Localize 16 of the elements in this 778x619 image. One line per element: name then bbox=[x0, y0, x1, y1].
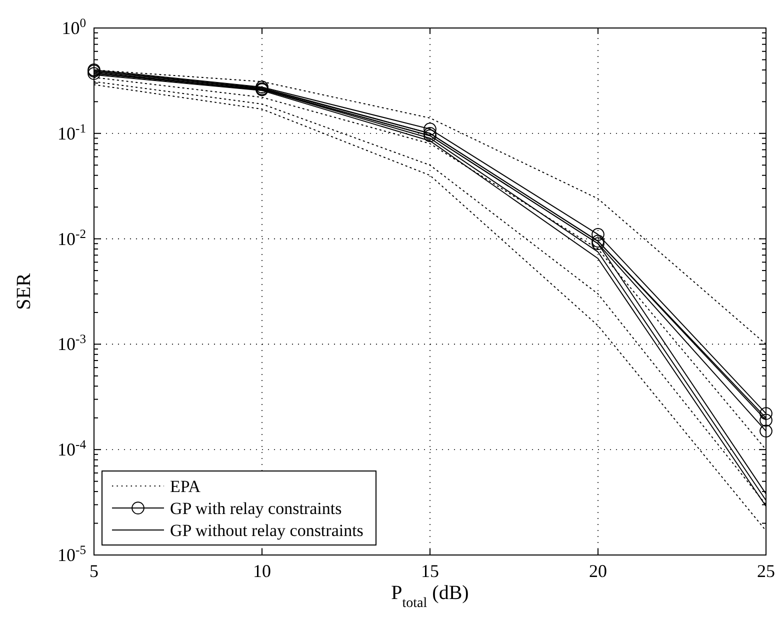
legend-label: GP without relay constraints bbox=[170, 521, 364, 540]
x-tick-label: 15 bbox=[421, 561, 439, 581]
y-tick-label: 10$^{-4}$ bbox=[58, 438, 87, 460]
x-tick-label: 5 bbox=[90, 561, 98, 581]
x-tick-label: 10 bbox=[253, 561, 271, 581]
x-tick-label: 25 bbox=[757, 561, 775, 581]
legend-label: EPA bbox=[170, 477, 202, 496]
legend-label: GP with relay constraints bbox=[170, 499, 342, 518]
y-tick-label: 10$^{-1}$ bbox=[58, 121, 86, 144]
y-tick-label: 10$^{0}$ bbox=[62, 16, 86, 38]
y-axis-title: SER bbox=[13, 272, 35, 310]
x-tick-label: 20 bbox=[589, 561, 607, 581]
y-tick-label: 10$^{-3}$ bbox=[58, 332, 86, 354]
y-tick-label: 10$^{-5}$ bbox=[58, 543, 86, 565]
x-axis-title: P$_{total}$ (dB) bbox=[391, 582, 469, 610]
y-tick-label: 10$^{-2}$ bbox=[58, 226, 86, 249]
